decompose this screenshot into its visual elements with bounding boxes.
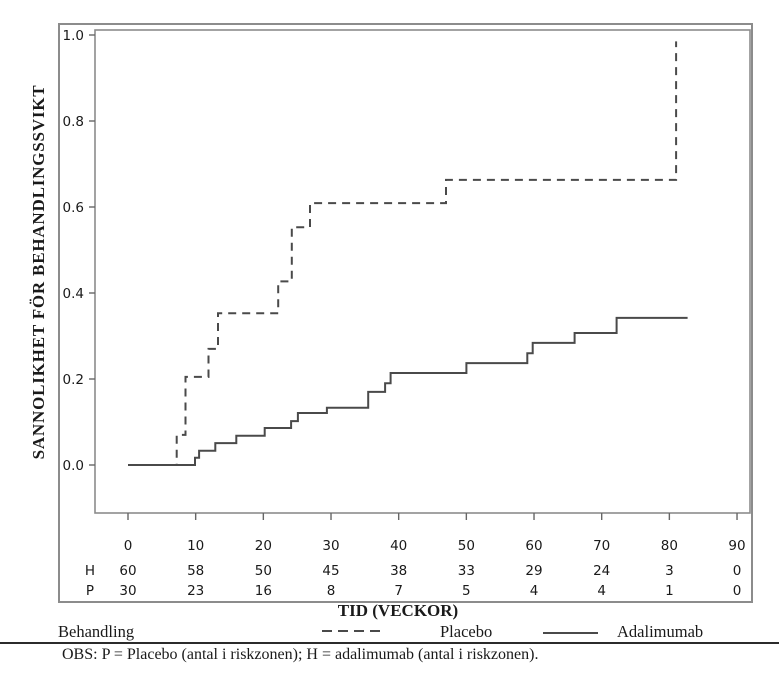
y-tick-label: 0.2 xyxy=(63,372,84,388)
risk-value: 30 xyxy=(119,583,136,599)
risk-value: 4 xyxy=(597,583,606,599)
y-tick-label: 0.0 xyxy=(63,458,84,474)
risk-value: 58 xyxy=(187,563,204,579)
plot-box xyxy=(94,29,751,514)
x-tick-label: 40 xyxy=(390,538,407,554)
risk-value: 23 xyxy=(187,583,204,599)
divider-rule xyxy=(0,642,779,644)
x-axis-label: TID (VECKOR) xyxy=(337,601,459,620)
legend-label-placebo: Placebo xyxy=(440,622,493,641)
risk-value: 5 xyxy=(462,583,471,599)
legend-solid-line-sample xyxy=(543,632,598,634)
y-tick-label: 1.0 xyxy=(63,28,84,44)
footnote: OBS: P = Placebo (antal i riskzonen); H … xyxy=(62,646,539,663)
y-axis-label: SANNOLIKHET FÖR BEHANDLINGSSVIKT xyxy=(29,84,48,460)
risk-value: 0 xyxy=(733,583,742,599)
x-tick-label: 50 xyxy=(458,538,475,554)
y-tick-label: 0.4 xyxy=(63,286,84,302)
x-tick-label: 10 xyxy=(187,538,204,554)
curve-adalimumab xyxy=(128,316,688,466)
x-tick-label: 30 xyxy=(322,538,339,554)
survival-chart: 0.00.20.40.60.81.00 10 20 30 40 50 60 70 80 90H 60… xyxy=(58,23,753,603)
x-tick-label: 60 xyxy=(525,538,542,554)
risk-value: 7 xyxy=(394,583,403,599)
risk-value: 33 xyxy=(458,563,475,579)
risk-value: 0 xyxy=(733,563,742,579)
y-tick-label: 0.8 xyxy=(63,114,84,130)
risk-value: 4 xyxy=(530,583,539,599)
legend-dashed-line-sample xyxy=(322,630,384,632)
risk-row-label: H xyxy=(85,563,95,579)
legend-title: Behandling xyxy=(58,622,135,641)
x-tick-label: 0 xyxy=(124,538,133,554)
x-tick-label: 80 xyxy=(661,538,678,554)
curve-placebo xyxy=(128,41,678,466)
risk-value: 16 xyxy=(255,583,272,599)
risk-value: 60 xyxy=(119,563,136,579)
risk-value: 45 xyxy=(322,563,339,579)
risk-value: 24 xyxy=(593,563,610,579)
x-tick-label: 20 xyxy=(255,538,272,554)
legend-label-adalimumab: Adalimumab xyxy=(617,622,704,641)
x-tick-label: 90 xyxy=(728,538,745,554)
risk-value: 29 xyxy=(525,563,542,579)
risk-value: 38 xyxy=(390,563,407,579)
figure-border xyxy=(58,23,753,603)
y-tick-label: 0.6 xyxy=(63,200,84,216)
risk-value: 8 xyxy=(327,583,336,599)
risk-value: 1 xyxy=(665,583,674,599)
risk-value: 3 xyxy=(665,563,674,579)
risk-row-label: P xyxy=(86,583,94,599)
risk-value: 50 xyxy=(255,563,272,579)
x-tick-label: 70 xyxy=(593,538,610,554)
